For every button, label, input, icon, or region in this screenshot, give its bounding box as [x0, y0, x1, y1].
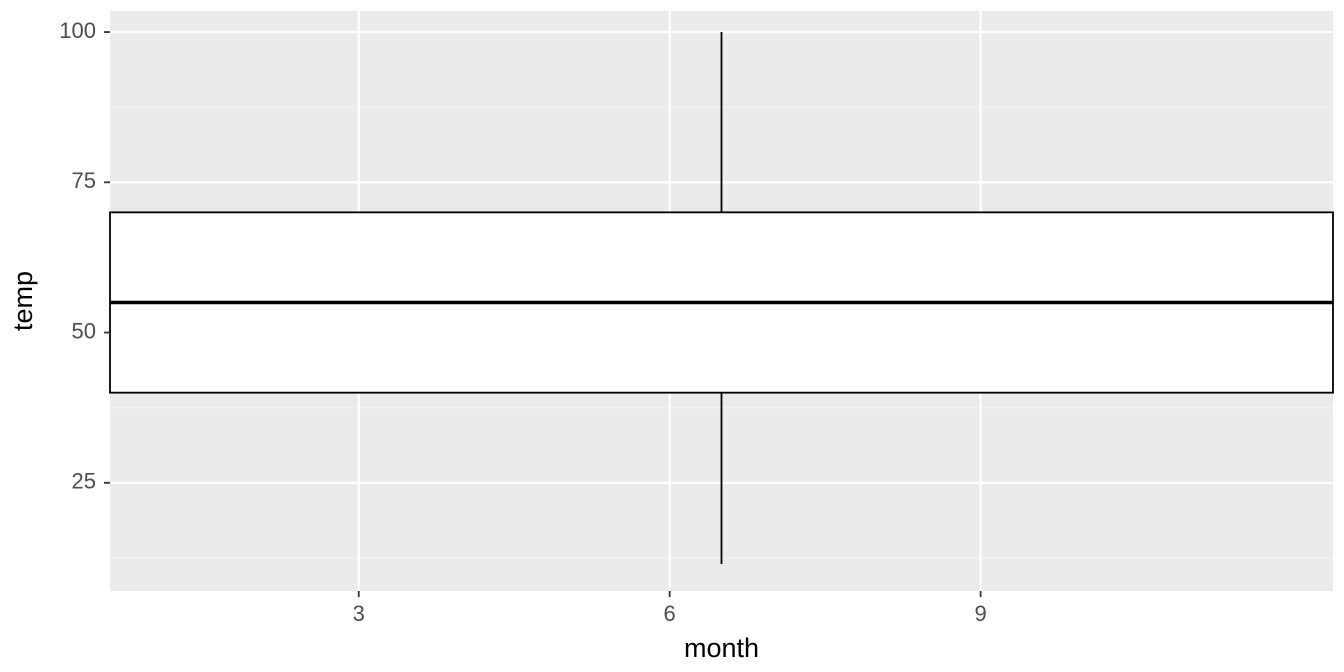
tick-label-y: 25: [72, 469, 96, 494]
y-axis-title: temp: [8, 271, 38, 331]
tick-label-x: 6: [664, 601, 676, 626]
x-axis-title: month: [684, 633, 759, 663]
tick-label-y: 75: [72, 168, 96, 193]
tick-label-x: 3: [353, 601, 365, 626]
boxplot-chart: 25 50 75 100 3 6 9 temp month: [0, 0, 1344, 672]
tick-label-y: 50: [72, 318, 96, 343]
chart-svg: 25 50 75 100 3 6 9 temp month: [0, 0, 1344, 672]
tick-label-x: 9: [974, 601, 986, 626]
tick-label-y: 100: [59, 18, 96, 43]
